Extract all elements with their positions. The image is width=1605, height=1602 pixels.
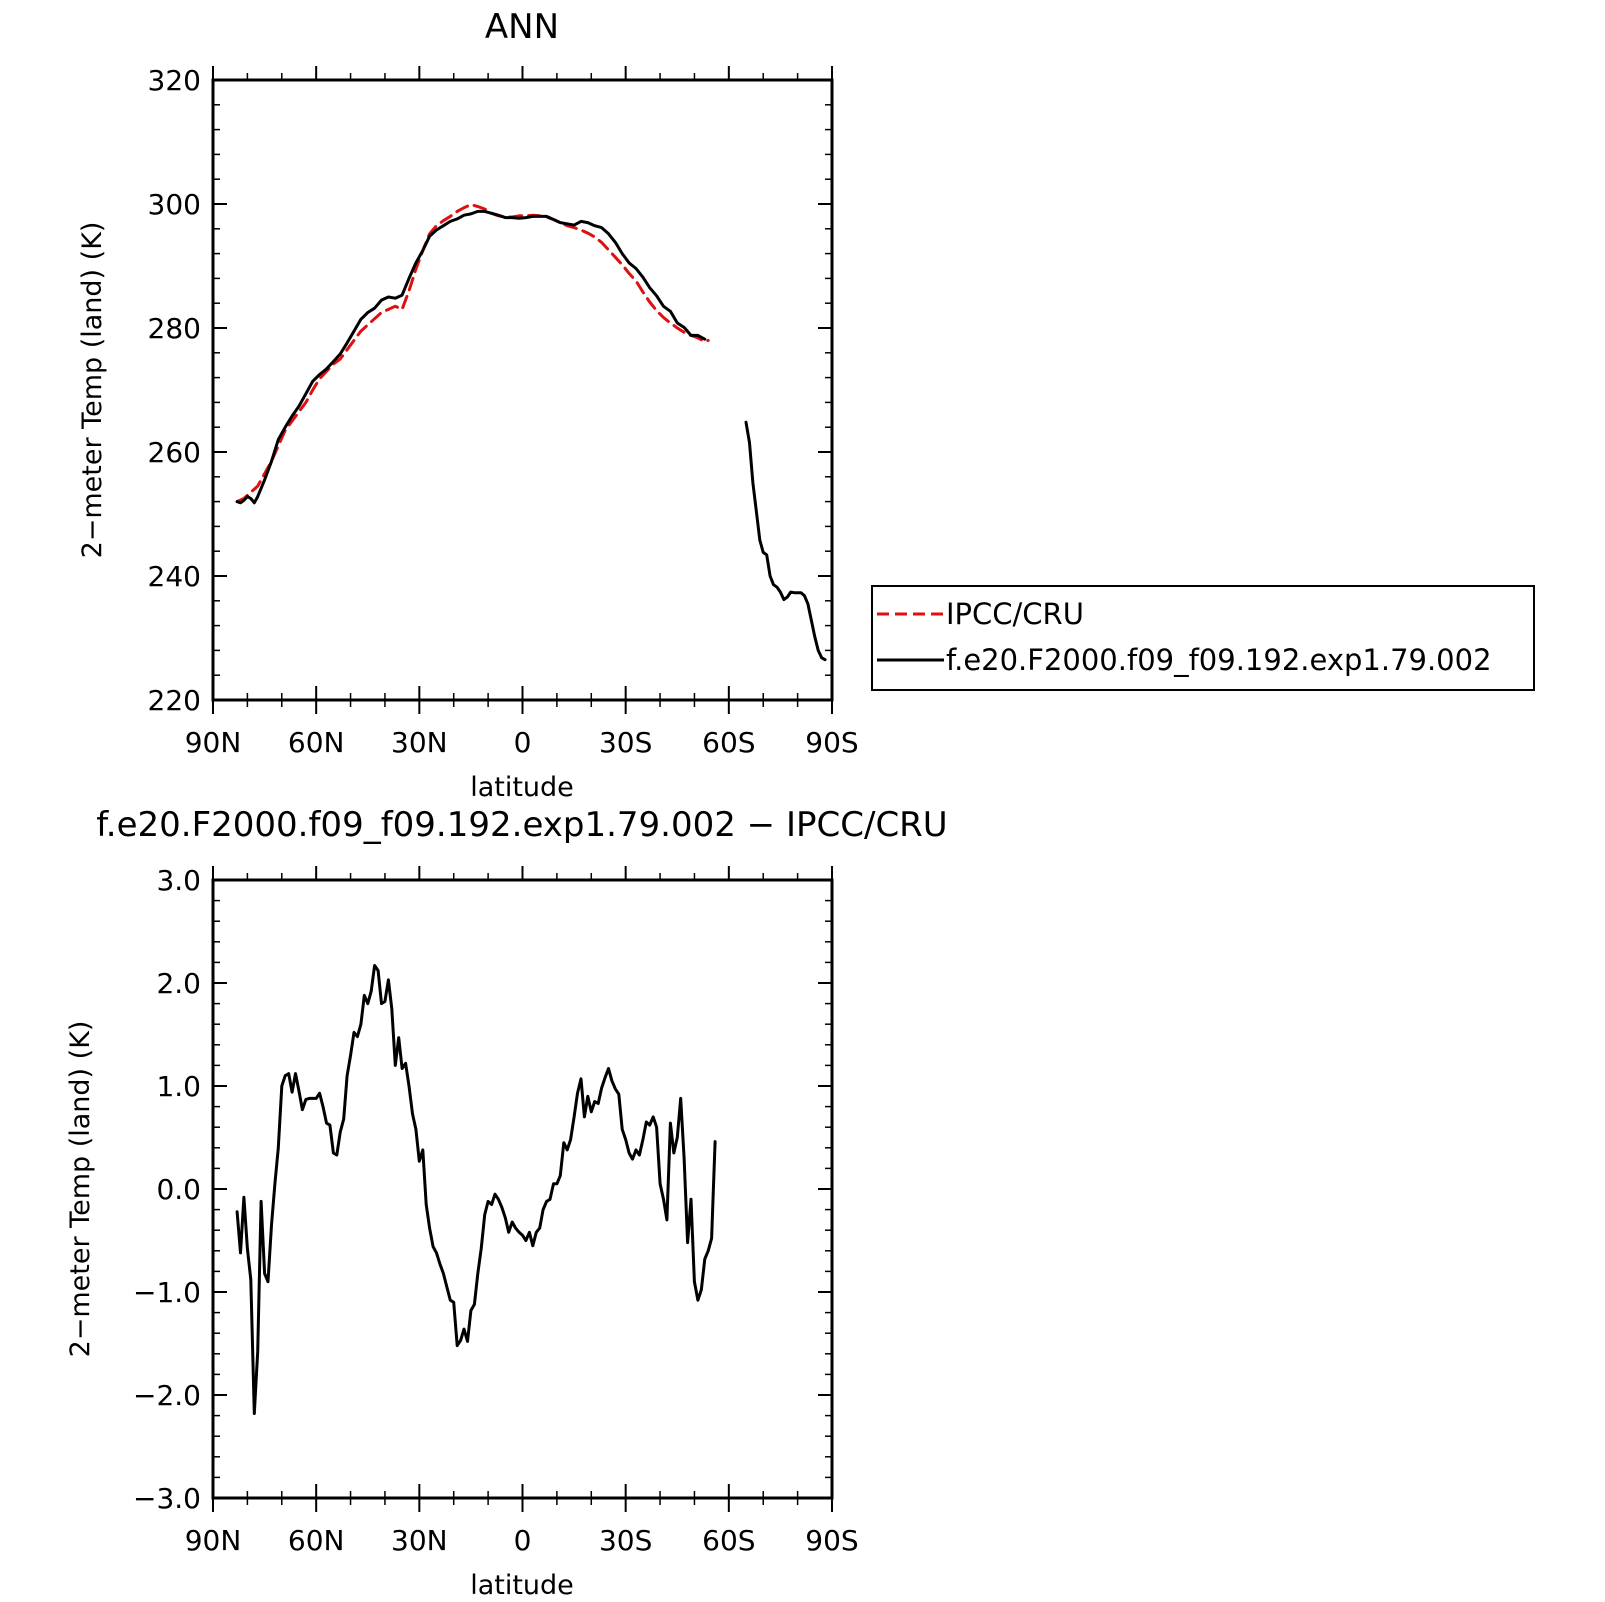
y-tick-label: 2.0 [156, 967, 201, 1000]
y-tick-label: 3.0 [156, 864, 201, 897]
y-tick-label: −1.0 [133, 1276, 201, 1309]
legend: IPCC/CRU f.e20.F2000.f09_f09.192.exp1.79… [871, 585, 1535, 691]
plot-frame [211, 878, 834, 1500]
plot-frame [211, 78, 834, 702]
y-tick-label: 280 [148, 312, 201, 345]
legend-label-model: f.e20.F2000.f09_f09.192.exp1.79.002 [946, 643, 1492, 677]
x-tick-label: 60S [702, 1524, 755, 1557]
x-tick-label: 0 [514, 1524, 532, 1557]
x-tick-label: 60N [288, 726, 345, 759]
y-axis-label: 2−meter Temp (land) (K) [65, 1021, 96, 1358]
x-tick-label: 30S [599, 726, 652, 759]
x-tick-label: 90S [805, 726, 858, 759]
y-axis-label: 2−meter Temp (land) (K) [77, 222, 108, 559]
chart-title: f.e20.F2000.f09_f09.192.exp1.79.002 − IP… [96, 805, 947, 845]
y-tick-label: −2.0 [133, 1379, 201, 1412]
y-tick-label: −3.0 [133, 1482, 201, 1515]
y-tick-label: 240 [148, 560, 201, 593]
x-tick-label: 90N [185, 726, 242, 759]
legend-label-ipcc-cru: IPCC/CRU [946, 597, 1084, 631]
y-tick-label: 220 [148, 684, 201, 717]
x-tick-labels: 90N 60N 30N 0 30S 60S 90S [185, 1524, 859, 1557]
chart-title: ANN [485, 7, 559, 47]
x-axis-label: latitude [470, 772, 574, 803]
data-lines [235, 203, 827, 662]
legend-box [871, 585, 1535, 691]
x-axis-label: latitude [470, 1570, 574, 1601]
y-tick-labels: −3.0 −2.0 −1.0 0.0 1.0 2.0 3.0 [133, 864, 201, 1515]
chart-difference: f.e20.F2000.f09_f09.192.exp1.79.002 − IP… [65, 805, 948, 1601]
x-tick-label: 60S [702, 726, 755, 759]
series-line-ipcc-cru-0 [235, 203, 710, 504]
series-line-model-0 [235, 964, 717, 1415]
x-tick-label: 60N [288, 1524, 345, 1557]
x-tick-label: 0 [514, 726, 532, 759]
x-tick-label: 30S [599, 1524, 652, 1557]
y-tick-label: 320 [148, 64, 201, 97]
data-lines [235, 964, 717, 1415]
y-tick-label: 1.0 [156, 1070, 201, 1103]
x-tick-label: 30N [391, 726, 448, 759]
y-tick-label: 260 [148, 436, 201, 469]
y-tick-label: 300 [148, 188, 201, 221]
series-line-model-1 [744, 420, 827, 662]
x-tick-label: 90N [185, 1524, 242, 1557]
x-tick-label: 90S [805, 1524, 858, 1557]
x-tick-labels: 90N 60N 30N 0 30S 60S 90S [185, 726, 859, 759]
x-tick-label: 30N [391, 1524, 448, 1557]
series-line-model-0 [235, 209, 707, 505]
y-tick-label: 0.0 [156, 1173, 201, 1206]
y-tick-labels: 220 240 260 280 300 320 [148, 64, 201, 717]
